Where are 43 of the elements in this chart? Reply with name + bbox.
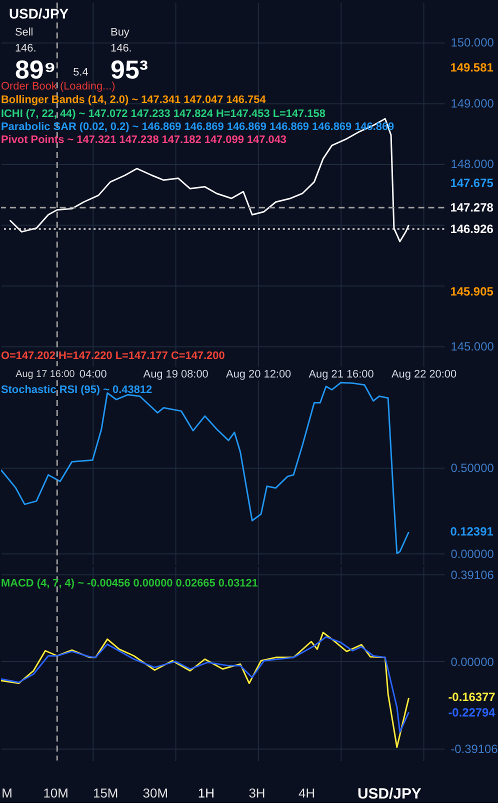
annotation: Sell (14, 26, 34, 38)
text: -0.16377 (448, 690, 496, 704)
x-tick-label: 04:00 (79, 368, 107, 381)
text: USD/JPY (357, 785, 422, 802)
y-tick-label: 0.39106 (450, 568, 494, 582)
y-tick-label: 145.000 (450, 340, 494, 354)
annotation: Buy (110, 26, 130, 38)
x-tick-label: Aug 21 16:00 (308, 368, 374, 381)
annotation: Pivot Points ~ 147.321 147.238 147.182 147.099 147.043 (0, 134, 287, 146)
text: 15M (92, 785, 118, 800)
ref-line-label: 146.926 (450, 222, 494, 236)
text: 147.675 (450, 176, 494, 190)
text: -0.22794 (448, 706, 496, 720)
ref-line-label: 147.278 (450, 200, 494, 215)
annotation: 146. (110, 42, 132, 54)
text: 10M (43, 785, 68, 800)
x-tick-label: Aug 22 20:00 (391, 368, 457, 381)
text: 4H (298, 785, 316, 800)
y-tick-label: -0.39106 (450, 742, 498, 756)
y-tick-label: 149.000 (450, 96, 494, 110)
text: 149.581 (450, 60, 494, 74)
text: 145.905 (450, 284, 494, 298)
text: M (2, 785, 12, 800)
annotation: 146. (14, 42, 36, 54)
annotation: MACD (4, 7, 4) ~ -0.00456 0.00000 0.02665 0.03121 (0, 577, 258, 590)
text: 0.12391 (450, 524, 494, 538)
y-tick-label: 150.000 (450, 36, 494, 50)
y-tick-label: 148.000 (450, 157, 494, 172)
x-tick-label: Aug 19 08:00 (143, 368, 208, 381)
x-tick-label: Aug 20 12:00 (226, 368, 292, 381)
text: 1H (198, 785, 214, 800)
chart-title: USD/JPY (8, 6, 70, 22)
y-tick-label: 0.50000 (450, 460, 494, 475)
y-tick-label: 0.00000 (450, 654, 494, 669)
text: 30M (142, 785, 168, 800)
annotation: Stochastic RSI (95) ~ 0.43812 (0, 384, 152, 396)
text: 3H (248, 785, 266, 800)
annotation: 5.4 (73, 66, 88, 78)
annotation: ICHI (7, 22, 44) ~ 147.072 147.233 147.824 H=147.453 L=147.158 (0, 108, 326, 120)
y-tick-label: 0.00000 (450, 546, 494, 561)
annotation: Bollinger Bands (14, 2.0) ~ 147.341 147.047 146.754 (0, 94, 267, 106)
annotation: O=147.202 H=147.220 L=147.177 C=147.200 (0, 350, 225, 362)
ref-line-label: Aug 17 16:00 (16, 369, 76, 380)
